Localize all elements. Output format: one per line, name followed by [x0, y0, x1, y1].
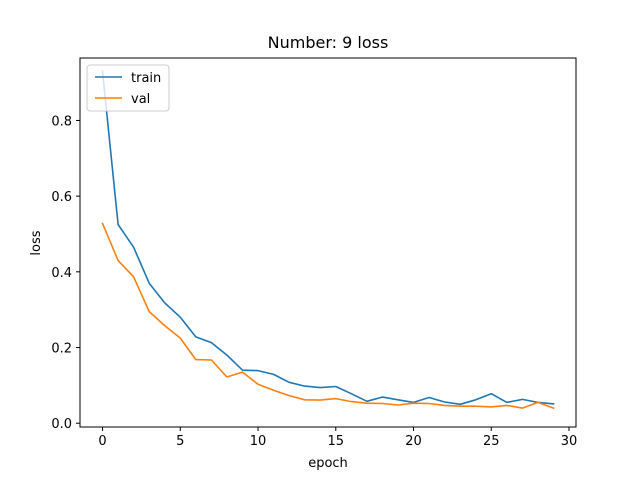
x-tick-label: 30: [561, 434, 578, 449]
x-tick-label: 25: [483, 434, 500, 449]
x-tick-label: 10: [250, 434, 267, 449]
legend: train val: [86, 64, 170, 112]
x-axis: 0 5 10 15 20 25 30: [98, 427, 577, 449]
series-layer: [101, 70, 555, 410]
x-axis-label: epoch: [308, 456, 348, 471]
y-axis-label: loss: [29, 230, 44, 255]
series-line-val: [101, 222, 555, 410]
x-tick-label: 5: [176, 434, 184, 449]
y-tick-label: 0.6: [51, 190, 72, 205]
y-tick-label: 0.2: [51, 342, 72, 357]
x-tick-label: 15: [328, 434, 345, 449]
chart-title: Number: 9 loss: [268, 33, 389, 52]
x-tick-label: 20: [405, 434, 422, 449]
series-line-train: [101, 70, 555, 406]
legend-label-train: train: [131, 71, 161, 86]
x-tick-label: 0: [98, 434, 106, 449]
y-axis: 0.0 0.2 0.4 0.6 0.8: [51, 114, 80, 432]
y-tick-label: 0.4: [51, 266, 72, 281]
y-tick-label: 0.8: [51, 114, 72, 129]
y-tick-label: 0.0: [51, 417, 72, 432]
legend-label-val: val: [131, 92, 150, 107]
plot-frame: [79, 57, 577, 428]
